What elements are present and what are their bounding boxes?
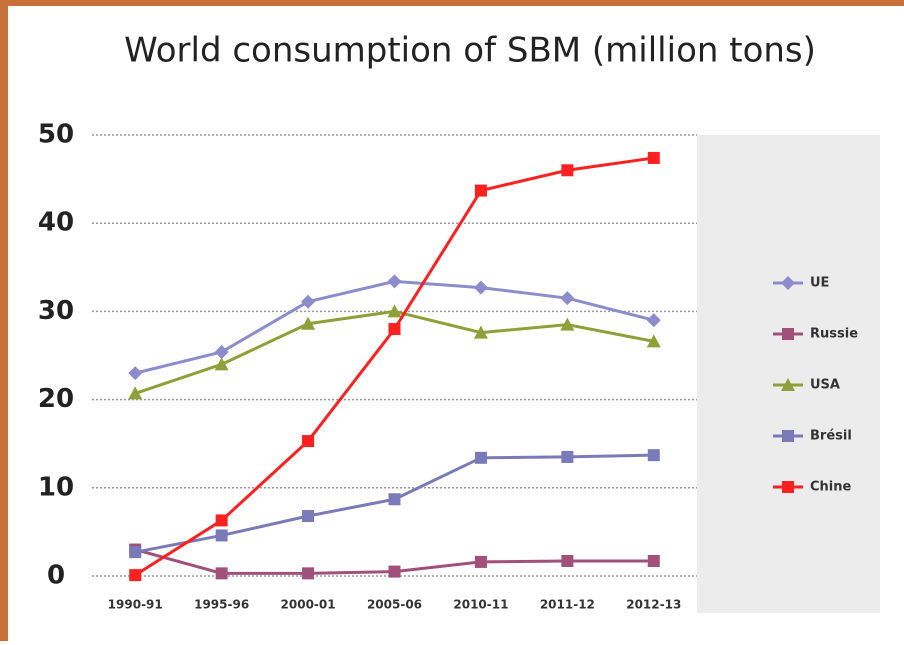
marker	[474, 184, 487, 197]
marker	[782, 481, 794, 493]
marker	[560, 291, 575, 306]
y-tick-label: 30	[38, 296, 74, 326]
marker	[647, 151, 660, 164]
marker	[128, 366, 143, 381]
marker	[387, 304, 402, 318]
x-tick-label: 2000-01	[281, 598, 336, 612]
marker	[782, 430, 794, 442]
marker	[302, 435, 315, 448]
marker	[214, 357, 229, 371]
marker	[301, 316, 316, 330]
marker	[561, 555, 574, 568]
marker	[561, 450, 574, 463]
marker	[301, 294, 316, 309]
marker	[647, 449, 660, 462]
marker	[128, 386, 143, 400]
x-tick-label: 1990-91	[108, 598, 163, 612]
chart-title: World consumption of SBM (million tons)	[124, 31, 816, 71]
y-tick-label: 50	[38, 120, 74, 150]
x-tick-label: 2012-13	[626, 598, 681, 612]
y-tick-label: 40	[38, 208, 74, 238]
legend-label: UE	[810, 276, 829, 291]
legend-label: Chine	[810, 480, 852, 495]
x-tick-label: 1995-96	[194, 598, 249, 612]
marker	[215, 567, 228, 580]
marker	[129, 569, 142, 582]
marker	[474, 555, 487, 568]
x-tick-label: 2010-11	[453, 598, 508, 612]
marker	[129, 546, 142, 559]
y-tick-label: 10	[38, 472, 74, 502]
marker	[388, 565, 401, 578]
marker	[387, 274, 402, 289]
marker	[474, 451, 487, 464]
marker	[473, 280, 488, 295]
y-tick-label: 20	[38, 384, 74, 414]
legend-label: Brésil	[810, 429, 852, 444]
marker	[561, 164, 574, 177]
x-tick-label: 2005-06	[367, 598, 422, 612]
marker	[646, 313, 661, 328]
marker	[302, 567, 315, 580]
marker	[302, 510, 315, 523]
marker	[388, 493, 401, 506]
marker	[388, 323, 401, 336]
marker	[781, 378, 795, 391]
marker	[646, 334, 661, 348]
marker	[560, 317, 575, 331]
marker	[782, 328, 794, 340]
marker	[214, 344, 229, 359]
legend-area	[697, 135, 880, 613]
legend-label: Russie	[810, 327, 858, 342]
x-tick-label: 2011-12	[540, 598, 595, 612]
marker	[473, 325, 488, 339]
marker	[215, 514, 228, 527]
marker	[781, 276, 795, 290]
legend-label: USA	[810, 378, 840, 393]
marker	[215, 529, 228, 542]
y-tick-label: 0	[47, 561, 65, 591]
marker	[647, 555, 660, 568]
